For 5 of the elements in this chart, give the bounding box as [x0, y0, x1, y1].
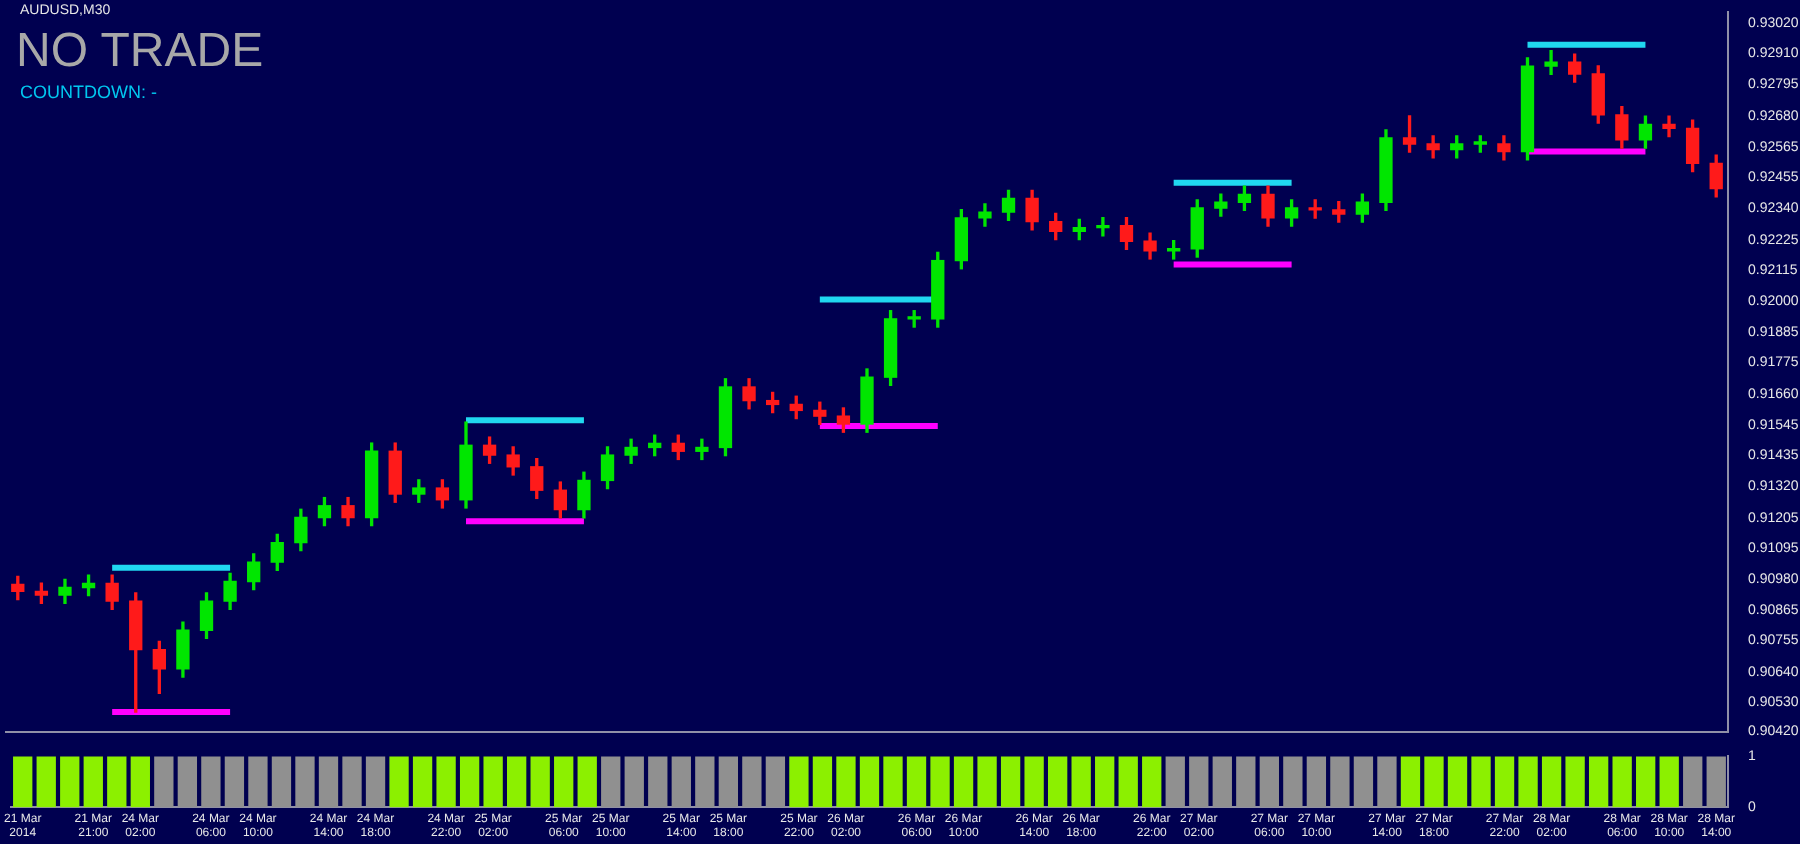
annotation: COUNTDOWN: -: [20, 82, 157, 102]
candlestick: [1544, 49, 1558, 75]
candlestick: [1096, 216, 1110, 237]
annotation: NO TRADE: [16, 24, 264, 78]
candlestick: [695, 438, 709, 461]
